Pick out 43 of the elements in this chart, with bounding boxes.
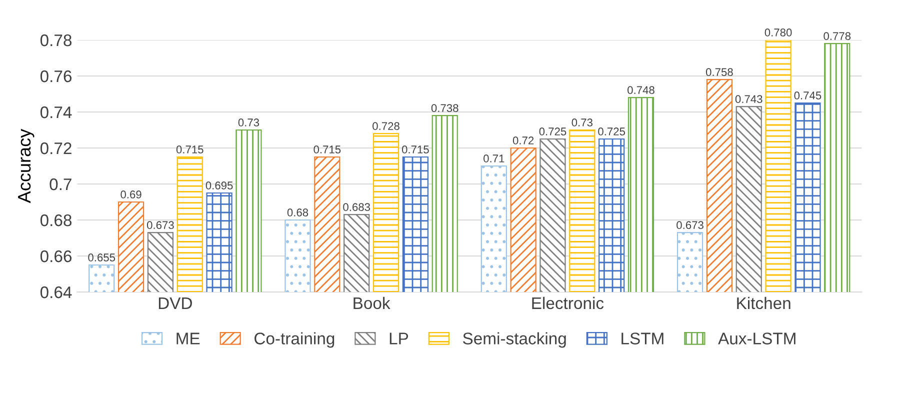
data-label: 0.68 (287, 208, 308, 216)
data-label: 0.778 (824, 32, 851, 40)
x-tick-label: Kitchen (737, 296, 790, 310)
y-tick-label: 0.76 (40, 70, 72, 82)
data-label: 0.71 (484, 154, 504, 162)
legend-label: LSTM (622, 332, 664, 344)
legend-label: Aux-LSTM (718, 332, 796, 344)
data-label: 0.758 (706, 68, 733, 76)
y-tick-label: 0.68 (40, 214, 72, 226)
data-label: 0.673 (676, 221, 704, 230)
data-label: 0.72 (512, 136, 534, 144)
legend-label: Co-training (254, 332, 334, 348)
x-tick-label: Electronic (532, 296, 604, 310)
data-label: 0.69 (120, 190, 142, 198)
data-label: 0.745 (794, 92, 822, 100)
y-tick-label: 0.7 (50, 178, 72, 190)
legend-label: ME (176, 332, 200, 344)
y-tick-label: 0.66 (40, 250, 72, 262)
data-label: 0.715 (314, 146, 341, 154)
data-label: 0.725 (598, 128, 626, 136)
y-tick-label: 0.78 (40, 34, 72, 46)
data-label: 0.715 (402, 146, 429, 154)
data-label: 0.655 (88, 254, 116, 262)
x-tick-label: Book (354, 296, 390, 310)
y-axis-title: Accuracy (18, 128, 34, 204)
y-tick-label: 0.74 (40, 106, 72, 118)
data-label: 0.743 (735, 95, 762, 104)
legend-label: Semi-stacking (463, 332, 566, 348)
data-label: 0.738 (431, 104, 458, 112)
data-label: 0.683 (343, 203, 370, 212)
data-label: 0.725 (539, 128, 566, 136)
data-label: 0.673 (146, 221, 174, 230)
data-label: 0.748 (628, 86, 654, 94)
x-tick-label: DVD (158, 297, 192, 309)
data-label: 0.728 (372, 122, 400, 130)
data-label: 0.73 (238, 118, 260, 126)
data-label: 0.715 (176, 146, 204, 154)
data-label: 0.780 (764, 28, 792, 36)
data-label: 0.695 (206, 182, 233, 190)
y-tick-label: 0.64 (40, 286, 72, 298)
y-tick-label: 0.72 (40, 142, 72, 154)
data-label: 0.73 (572, 118, 592, 126)
legend-label: LP (390, 332, 408, 344)
